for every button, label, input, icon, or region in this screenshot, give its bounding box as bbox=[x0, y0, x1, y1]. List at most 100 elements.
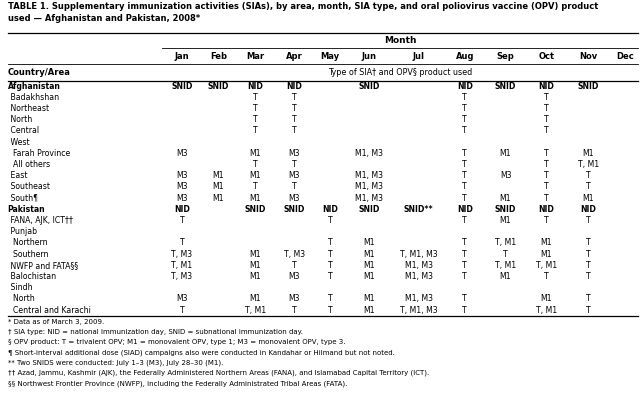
Text: SNID: SNID bbox=[283, 205, 305, 214]
Text: M1: M1 bbox=[363, 272, 374, 281]
Text: T, M1: T, M1 bbox=[245, 306, 266, 315]
Text: M1: M1 bbox=[363, 239, 374, 248]
Text: T: T bbox=[292, 127, 297, 136]
Text: Northeast: Northeast bbox=[8, 104, 49, 113]
Text: M1: M1 bbox=[540, 239, 552, 248]
Text: North: North bbox=[8, 115, 32, 124]
Text: T: T bbox=[462, 272, 467, 281]
Text: T: T bbox=[544, 216, 549, 225]
Text: M1: M1 bbox=[500, 216, 512, 225]
Text: NID: NID bbox=[287, 82, 302, 91]
Text: Jul: Jul bbox=[413, 52, 425, 61]
Text: M1: M1 bbox=[363, 294, 374, 303]
Text: M1: M1 bbox=[500, 272, 512, 281]
Text: T: T bbox=[179, 306, 184, 315]
Text: M3: M3 bbox=[288, 294, 300, 303]
Text: NID: NID bbox=[457, 82, 473, 91]
Text: M1: M1 bbox=[540, 294, 552, 303]
Text: M1, M3: M1, M3 bbox=[354, 149, 383, 158]
Text: M3: M3 bbox=[288, 171, 300, 180]
Text: T: T bbox=[544, 127, 549, 136]
Text: ** Two SNIDS were conducted: July 1–3 (M3), July 28–30 (M1).: ** Two SNIDS were conducted: July 1–3 (M… bbox=[8, 360, 223, 366]
Text: T: T bbox=[462, 306, 467, 315]
Text: T: T bbox=[586, 294, 590, 303]
Text: All others: All others bbox=[8, 160, 50, 169]
Text: M1: M1 bbox=[249, 294, 261, 303]
Text: T: T bbox=[328, 250, 333, 259]
Text: T: T bbox=[328, 272, 333, 281]
Text: T: T bbox=[253, 160, 258, 169]
Text: TABLE 1. Supplementary immunization activities (SIAs), by area, month, SIA type,: TABLE 1. Supplementary immunization acti… bbox=[8, 2, 598, 11]
Text: M1, M3: M1, M3 bbox=[405, 261, 433, 270]
Text: T: T bbox=[292, 160, 297, 169]
Text: T: T bbox=[462, 93, 467, 102]
Text: T: T bbox=[462, 239, 467, 248]
Text: M3: M3 bbox=[176, 294, 188, 303]
Text: T, M1: T, M1 bbox=[578, 160, 599, 169]
Text: M3: M3 bbox=[176, 171, 188, 180]
Text: NID: NID bbox=[322, 205, 338, 214]
Text: NID: NID bbox=[247, 82, 263, 91]
Text: †† Azad, Jammu, Kashmir (AJK), the Federally Administered Northern Areas (FANA),: †† Azad, Jammu, Kashmir (AJK), the Feder… bbox=[8, 370, 429, 376]
Text: Southeast: Southeast bbox=[8, 182, 50, 191]
Text: T: T bbox=[328, 306, 333, 315]
Text: T: T bbox=[462, 182, 467, 191]
Text: M3: M3 bbox=[176, 182, 188, 191]
Text: T: T bbox=[462, 194, 467, 203]
Text: T, M1: T, M1 bbox=[536, 261, 557, 270]
Text: West: West bbox=[8, 138, 29, 147]
Text: Nov: Nov bbox=[579, 52, 597, 61]
Text: Mar: Mar bbox=[246, 52, 264, 61]
Text: T: T bbox=[292, 93, 297, 102]
Text: T: T bbox=[328, 216, 333, 225]
Text: T: T bbox=[544, 182, 549, 191]
Text: M3: M3 bbox=[288, 272, 300, 281]
Text: T: T bbox=[292, 261, 297, 270]
Text: T: T bbox=[544, 194, 549, 203]
Text: M1: M1 bbox=[213, 182, 224, 191]
Text: M1: M1 bbox=[363, 306, 374, 315]
Text: T: T bbox=[292, 104, 297, 113]
Text: SNID: SNID bbox=[358, 205, 379, 214]
Text: M1: M1 bbox=[500, 194, 512, 203]
Text: T: T bbox=[292, 182, 297, 191]
Text: May: May bbox=[320, 52, 340, 61]
Text: † SIA type: NID = national immunization day, SNID = subnational immunization day: † SIA type: NID = national immunization … bbox=[8, 329, 303, 335]
Text: M1: M1 bbox=[249, 194, 261, 203]
Text: T: T bbox=[462, 294, 467, 303]
Text: M1: M1 bbox=[500, 149, 512, 158]
Text: T, M1: T, M1 bbox=[536, 306, 557, 315]
Text: T: T bbox=[544, 171, 549, 180]
Text: SNID**: SNID** bbox=[404, 205, 433, 214]
Text: Central and Karachi: Central and Karachi bbox=[8, 306, 90, 315]
Text: Central: Central bbox=[8, 127, 39, 136]
Text: T, M1: T, M1 bbox=[495, 261, 516, 270]
Text: SNID: SNID bbox=[578, 82, 599, 91]
Text: Farah Province: Farah Province bbox=[8, 149, 70, 158]
Text: M1: M1 bbox=[363, 250, 374, 259]
Text: T: T bbox=[253, 182, 258, 191]
Text: T: T bbox=[586, 171, 590, 180]
Text: M1: M1 bbox=[249, 272, 261, 281]
Text: T: T bbox=[544, 104, 549, 113]
Text: M1, M3: M1, M3 bbox=[354, 194, 383, 203]
Text: M1: M1 bbox=[213, 194, 224, 203]
Text: T: T bbox=[586, 182, 590, 191]
Text: SNID: SNID bbox=[495, 205, 516, 214]
Text: Northern: Northern bbox=[8, 239, 47, 248]
Text: T: T bbox=[292, 306, 297, 315]
Text: Dec: Dec bbox=[616, 52, 634, 61]
Text: M1: M1 bbox=[582, 149, 594, 158]
Text: Apr: Apr bbox=[286, 52, 303, 61]
Text: T: T bbox=[544, 115, 549, 124]
Text: T: T bbox=[462, 160, 467, 169]
Text: SNID: SNID bbox=[495, 82, 516, 91]
Text: T: T bbox=[544, 93, 549, 102]
Text: Sindh: Sindh bbox=[8, 283, 32, 292]
Text: SNID: SNID bbox=[208, 82, 229, 91]
Text: T: T bbox=[462, 149, 467, 158]
Text: T: T bbox=[586, 272, 590, 281]
Text: Month: Month bbox=[384, 36, 417, 45]
Text: T: T bbox=[328, 261, 333, 270]
Text: T: T bbox=[586, 216, 590, 225]
